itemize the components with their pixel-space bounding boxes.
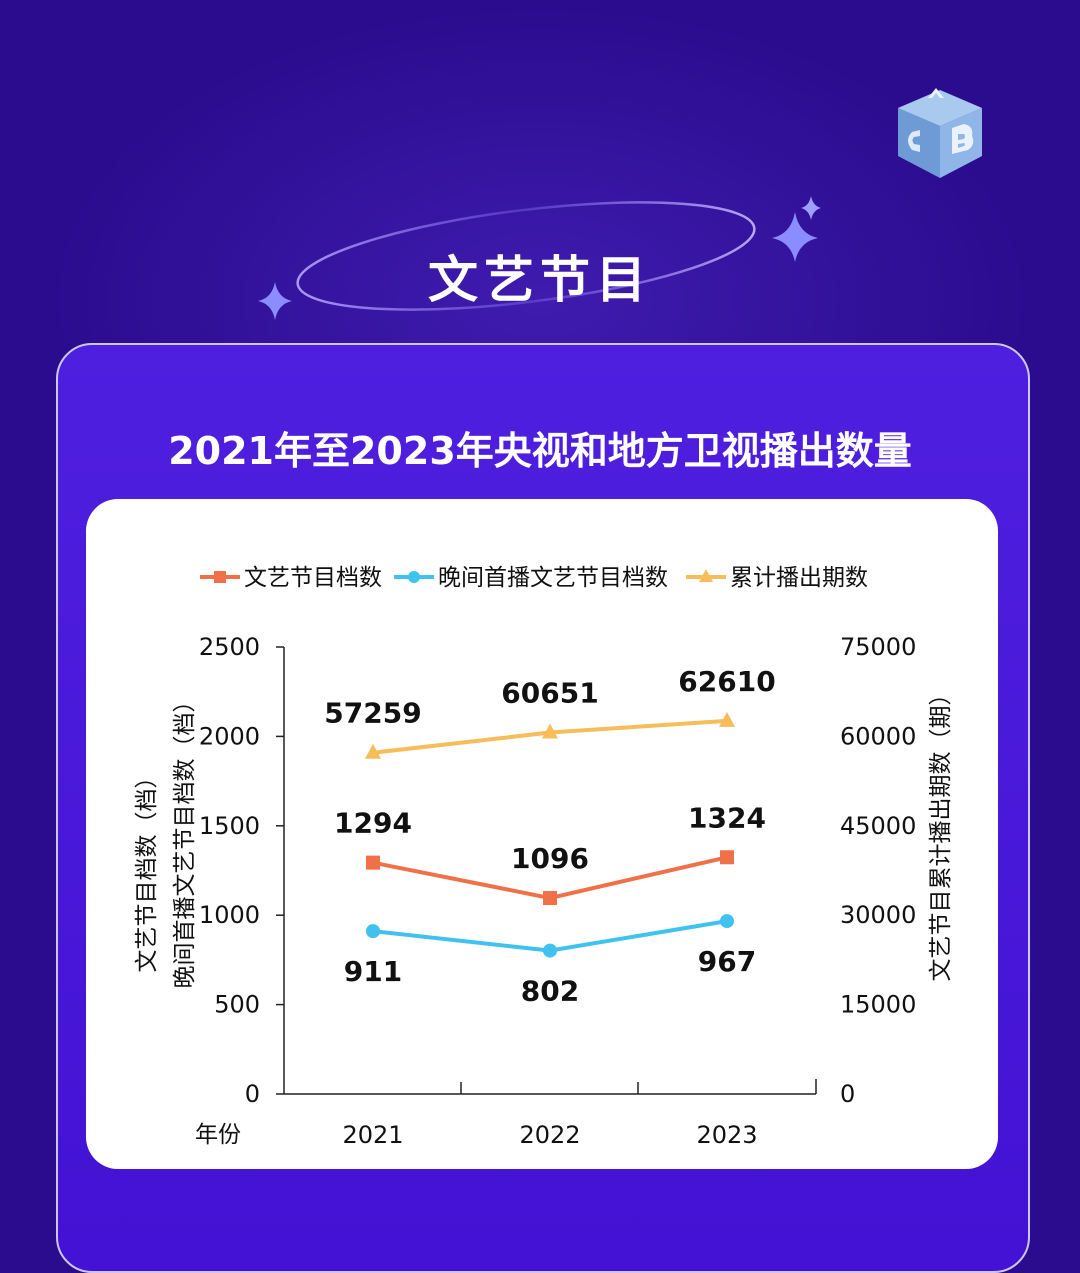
legend-marker <box>699 569 713 582</box>
title-ring <box>296 201 756 311</box>
data-label: 1294 <box>334 807 412 840</box>
data-point <box>543 943 557 958</box>
chart-series: 1294 1096 1324 911 802 967 57259 60651 62610 <box>324 665 775 1008</box>
sparkle-icon-right-large <box>772 212 818 262</box>
data-label: 1324 <box>688 801 766 834</box>
chart-axes <box>283 647 817 1095</box>
left-tick-label: 0 <box>245 1080 260 1108</box>
data-label: 967 <box>698 945 756 978</box>
data-point <box>365 743 381 759</box>
x-ticks: 2021 2022 2023 <box>342 1082 758 1149</box>
sparkle-icon-right-small <box>801 196 821 220</box>
right-tick-label: 15000 <box>840 991 916 1019</box>
left-y-axis-title-2: 晚间首播文艺节目档数（档） <box>172 690 198 989</box>
data-label: 802 <box>521 975 579 1008</box>
abcd-cube-logo-icon <box>898 88 982 178</box>
left-y-ticks: 0 500 1000 1500 2000 2500 <box>199 633 284 1108</box>
chart-title: 2021年至2023年央视和地方卫视播出数量 <box>168 429 912 473</box>
chart-legend: 文艺节目档数 晚间首播文艺节目档数 累计播出期数 <box>200 565 868 591</box>
legend-marker <box>408 571 420 583</box>
right-tick-label: 0 <box>840 1080 855 1108</box>
data-point <box>366 924 380 939</box>
legend-label: 文艺节目档数 <box>244 565 382 591</box>
line-chart: 文艺节目档数 晚间首播文艺节目档数 累计播出期数 0 500 1000 1500 2000 2… <box>134 565 954 1149</box>
right-tick-label: 60000 <box>840 722 916 750</box>
right-tick-label: 45000 <box>840 812 916 840</box>
left-tick-label: 1000 <box>199 901 260 929</box>
section-title: 文艺节目 <box>428 251 652 309</box>
left-tick-label: 500 <box>214 991 260 1019</box>
legend-marker <box>214 571 226 583</box>
right-tick-label: 30000 <box>840 901 916 929</box>
x-axis-title: 年份 <box>195 1122 241 1148</box>
data-label: 57259 <box>324 697 421 730</box>
left-tick-label: 2500 <box>199 633 260 661</box>
right-tick-label: 75000 <box>840 633 916 661</box>
data-point <box>542 723 558 739</box>
legend-label: 累计播出期数 <box>730 565 868 591</box>
data-label: 62610 <box>678 665 775 698</box>
right-y-ticks: 0 15000 30000 45000 60000 75000 <box>840 633 916 1108</box>
x-tick-label: 2023 <box>696 1121 757 1149</box>
right-y-axis-title: 文艺节目累计播出期数（期） <box>928 683 954 982</box>
x-tick-label: 2022 <box>519 1121 580 1149</box>
header-decoration <box>258 196 821 320</box>
legend-label: 晚间首播文艺节目档数 <box>438 565 668 591</box>
data-point <box>366 855 380 870</box>
x-tick-label: 2021 <box>342 1121 403 1149</box>
data-point <box>543 891 557 906</box>
chart-card <box>86 499 998 1169</box>
left-tick-label: 2000 <box>199 722 260 750</box>
data-label: 911 <box>344 955 402 988</box>
data-point <box>720 850 734 865</box>
data-point <box>719 711 735 727</box>
data-label: 1096 <box>511 842 589 875</box>
data-label: 60651 <box>501 677 598 710</box>
data-point <box>720 914 734 929</box>
left-tick-label: 1500 <box>199 812 260 840</box>
sparkle-icon-left <box>258 282 292 320</box>
left-y-axis-title-1: 文艺节目档数（档） <box>134 766 160 973</box>
